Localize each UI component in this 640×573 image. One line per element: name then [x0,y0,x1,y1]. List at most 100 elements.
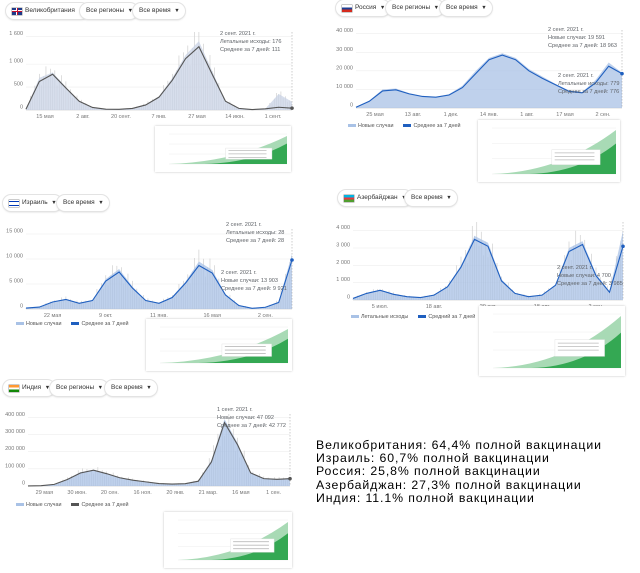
x-tick-label: 25 мая [366,112,383,118]
tooltip-line: Среднее за 7 дней: 111 [220,47,281,53]
tooltip-line: Среднее за 7 дней: 18 963 [548,43,617,49]
y-tick-label: 2 000 [336,260,350,266]
tooltip-line: Новые случаи: 13 903 [221,278,279,284]
y-tick-label: 10 000 [6,254,23,260]
x-tick-label: 5 июл. [372,304,389,310]
legend-item[interactable]: Среднее за 7 дней [71,502,128,508]
mini-area-full-dose [531,332,621,368]
country-label: Великобритания [25,7,75,14]
legend-item[interactable]: Новые случаи [16,502,61,508]
chart-panel-india: Индия ▼ Все регионы ▼ Все время ▼ 400 00… [0,378,300,573]
chart-panel-uk: Великобритания ▼ Все регионы ▼ Все время… [0,0,300,175]
x-tick-label: 15 мая [36,114,53,120]
y-tick-label: 0 [20,304,23,310]
country-selector[interactable]: Россия ▼ [336,0,391,16]
country-selector[interactable]: Израиль ▼ [3,195,62,211]
legend-label: Средний за 7 дней [428,314,476,320]
region-filter[interactable]: Все регионы ▼ [80,3,139,19]
country-selector[interactable]: Индия ▼ [3,380,56,396]
time-filter-label: Все время [411,194,443,201]
y-tick-label: 0 [350,103,353,109]
legend-item[interactable]: Средний за 7 дней [418,314,475,320]
mini-area-full-dose [529,143,616,174]
x-tick-label: 21 мар. [199,490,219,496]
legend-item[interactable]: Среднее за 7 дней [71,321,128,327]
chart-svg[interactable]: 400 000 300 000 200 000 100 000 0 29 мая 30 ию… [0,406,296,496]
time-filter[interactable]: Все время ▼ [440,0,492,16]
x-tick-label: 1 дек. [444,112,459,118]
region-filter[interactable]: Все регионы ▼ [386,0,445,16]
time-filter[interactable]: Все время ▼ [57,195,109,211]
legend-item[interactable]: Летальные исходы [351,314,408,320]
caret-down-icon: ▼ [146,385,152,391]
tooltip-date: 2 сент. 2021 г. [220,31,256,37]
caret-down-icon: ▼ [481,5,487,11]
caret-down-icon: ▼ [433,5,440,11]
legend-item[interactable]: Новые случаи [348,123,393,129]
vaccination-summary: Великобритания: 64,4% полной вакцинации … [316,438,602,505]
chart-legend: Новые случаи Среднее за 7 дней [16,502,128,508]
x-tick-label: 11 янв. [150,313,168,319]
legend-item[interactable]: Новые случаи [16,321,61,327]
mini-chart-svg [160,326,288,364]
chart-svg[interactable]: 15 000 10 000 5 000 0 22 мая 9 окт. 11 янв. 16 … [0,221,300,321]
vaccination-mini-chart [146,319,292,371]
tooltip-line: Среднее за 7 дней: 9 921 [221,286,287,292]
region-filter[interactable]: Все регионы ▼ [50,380,109,396]
tooltip-line: Летальные исходы: 779 [558,81,620,87]
hover-point [621,244,625,249]
tooltip-line: Новые случаи: 47 092 [217,415,275,421]
chart-tooltip: 2 сент. 2021 г. Летальные исходы: 176 Ср… [220,30,282,54]
chart-panel-azerbaijan: Азербайджан ▼ Все время ▼ 4 000 3 000 2 00… [333,190,633,380]
time-filter[interactable]: Все время ▼ [105,380,157,396]
y-tick-label: 0 [20,105,23,111]
chart-svg[interactable]: 40 000 30 000 20 000 10 000 0 25 мая 13 авг. 1 … [330,22,630,120]
tooltip-line: Среднее за 7 дней: 42 772 [217,423,286,429]
y-tick-label: 0 [22,481,25,487]
vaccination-mini-chart [479,306,625,376]
summary-line-russia: Россия: 25,8% полной вакцинации [316,464,541,479]
caret-down-icon: ▼ [98,200,104,206]
x-tick-label: 16 мая [232,490,249,496]
mini-tooltip-box [551,149,601,165]
mini-chart-svg [178,519,288,561]
time-filter[interactable]: Все время ▼ [405,190,457,206]
caret-down-icon: ▼ [446,195,452,201]
x-tick-label: 20 сен. [101,490,119,496]
mini-chart-svg [493,313,621,369]
y-tick-label: 5 000 [9,279,23,285]
y-tick-label: 300 000 [5,429,25,435]
x-tick-label: 29 мая [36,490,53,496]
time-filter[interactable]: Все время ▼ [133,3,185,19]
summary-line-uk: Великобритания: 64,4% полной вакцинации [316,438,602,452]
chart-panel-russia: Россия ▼ Все регионы ▼ Все время ▼ 40 00… [330,0,630,190]
chart-tooltip: 1 сент. 2021 г. Новые случаи: 47 092 Сре… [217,406,286,430]
tooltip-line: Новые случаи: 19 591 [548,35,606,41]
caret-down-icon: ▼ [127,8,134,14]
hover-point [288,476,292,481]
vaccination-mini-chart [478,120,620,182]
mini-area-full-dose [198,338,288,363]
series-line-7day-avg [25,259,293,309]
x-tick-label: 1 сент. [265,114,282,120]
region-filter-label: Все регионы [86,7,125,14]
country-selector[interactable]: Великобритания ▼ [6,3,89,19]
country-label: Израиль [22,199,48,206]
x-tick-label: 16 ноя. [134,490,153,496]
legend-item[interactable]: Среднее за 7 дней [403,123,460,129]
series-area [356,53,622,108]
uk-flag-icon [12,7,22,15]
y-tick-label: 1 000 [9,59,23,65]
summary-line-india: Индия: 11.1% полной вакцинации [316,490,535,505]
y-tick-label: 3 000 [336,243,350,249]
country-selector[interactable]: Азербайджан ▼ [338,190,412,206]
x-tick-label: 27 мая [188,114,205,120]
tooltip-date: 2 сент. 2021 г. [548,27,584,33]
country-label: Россия [355,4,377,11]
chart-legend: Летальные исходы Средний за 7 дней [351,314,475,320]
chart-svg[interactable]: 1 600 1 000 500 0 15 мая 2 авг. 20 сент. 7 янв.… [0,24,298,124]
mini-area-full-dose [211,533,288,560]
chart-tooltip: 2 сент. 2021 г. Новые случаи: 19 591 Сре… [548,26,617,50]
tooltip-date: 2 сент. 2021 г. [557,265,593,271]
